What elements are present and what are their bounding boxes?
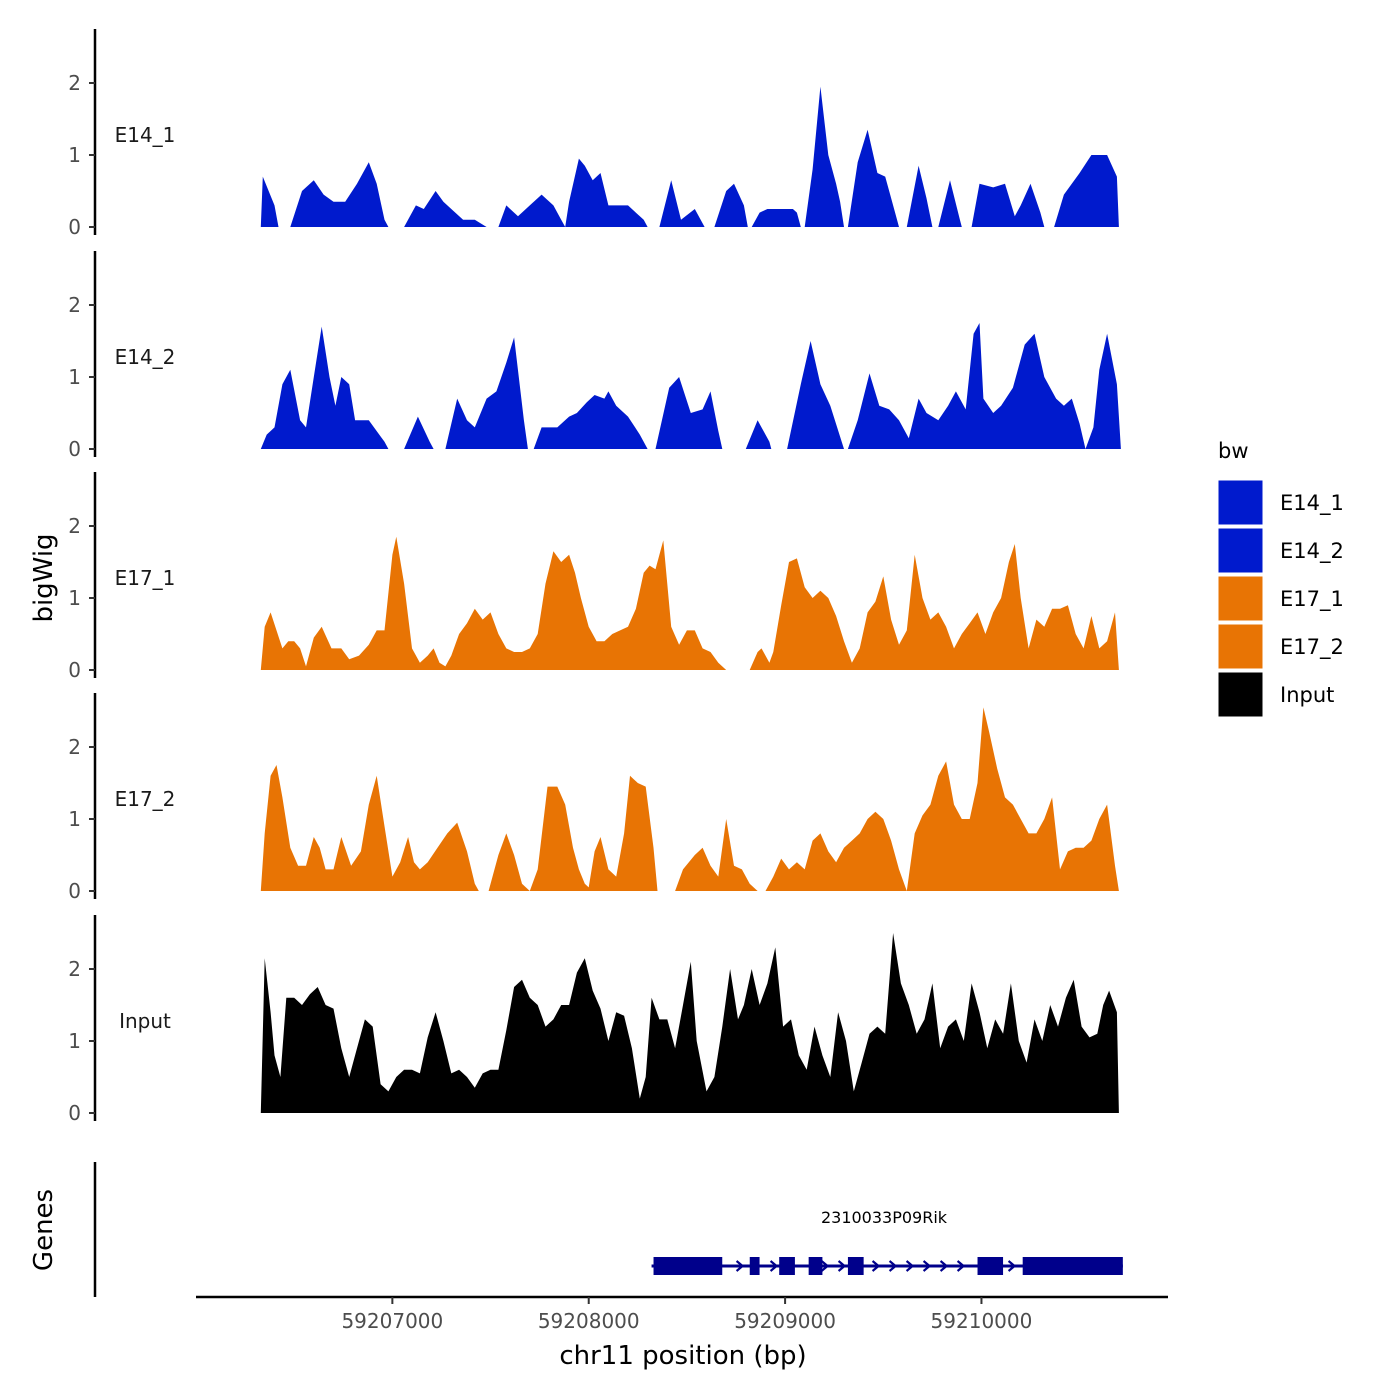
legend-swatch (1217, 527, 1264, 574)
track-e14-1: 0 1 2 E14_1 (68, 29, 1119, 239)
y-tick-label: 2 (68, 957, 81, 981)
strand-arrow (837, 1260, 847, 1272)
y-tick-label: 1 (68, 143, 81, 167)
legend-swatch (1217, 479, 1264, 526)
y-tick-label: 0 (68, 658, 81, 682)
area-e17-1 (260, 536, 1119, 670)
strand-arrow (939, 1260, 949, 1272)
y-tick-label: 0 (68, 215, 81, 239)
x-tick-label: 59207000 (341, 1309, 443, 1333)
y-tick-label: 2 (68, 514, 81, 538)
strand-arrow (820, 1260, 830, 1272)
y-tick-label: 0 (68, 437, 81, 461)
gene-exon (749, 1257, 760, 1275)
y-tick-label: 0 (68, 1101, 81, 1125)
gene-exon (653, 1257, 723, 1275)
strand-arrow (905, 1260, 915, 1272)
x-tick-label: 59210000 (931, 1309, 1033, 1333)
track-label: E17_1 (115, 566, 176, 590)
legend-label: E14_2 (1280, 539, 1344, 564)
track-label: E14_1 (115, 123, 176, 147)
gene-exon (847, 1257, 864, 1275)
legend-label: E14_1 (1280, 491, 1344, 516)
track-label: E17_2 (115, 787, 176, 811)
area-e17-2 (260, 707, 1119, 891)
gene-track: Genes 2310033P09Rik (29, 1162, 1123, 1297)
area-e14-2 (260, 323, 1121, 449)
y-axis-title: bigWig (29, 533, 59, 622)
gene-exon (977, 1257, 1004, 1275)
gene-exon (1022, 1257, 1123, 1275)
legend: bw E14_1 E14_2 E17_1 E17_2 Input (1217, 439, 1344, 718)
track-e14-2: 0 1 2 E14_2 (68, 251, 1121, 461)
legend-label: E17_2 (1280, 635, 1344, 660)
strand-arrow (888, 1260, 898, 1272)
y-tick-label: 1 (68, 365, 81, 389)
track-e17-2: 0 1 2 E17_2 (68, 693, 1119, 903)
strand-arrow (956, 1260, 966, 1272)
legend-swatch (1217, 623, 1264, 670)
gene-exon (779, 1257, 795, 1275)
track-label: Input (119, 1009, 171, 1033)
strand-arrow (769, 1260, 779, 1272)
x-tick-label: 59208000 (538, 1309, 640, 1333)
tracks: 0 1 2 E14_1 0 1 2 E14_2 0 1 2 E17_1 0 1 2 E17_2 0 1 2 Input (68, 29, 1121, 1125)
strand-arrow (1007, 1260, 1017, 1272)
area-input (260, 933, 1119, 1113)
strand-arrow (735, 1260, 745, 1272)
x-axis: 59207000 59208000 59209000 59210000 (196, 1295, 1168, 1333)
y-tick-label: 2 (68, 71, 81, 95)
track-label: E14_2 (115, 345, 176, 369)
y-tick-label: 2 (68, 735, 81, 759)
legend-label: E17_1 (1280, 587, 1344, 612)
legend-label: Input (1280, 683, 1334, 707)
legend-swatch (1217, 671, 1264, 718)
track-e17-1: 0 1 2 E17_1 (68, 472, 1119, 682)
y-tick-label: 0 (68, 879, 81, 903)
strand-arrow (922, 1260, 932, 1272)
strand-arrow (871, 1260, 881, 1272)
x-tick-label: 59209000 (734, 1309, 836, 1333)
gene-name: 2310033P09Rik (821, 1208, 948, 1227)
gene-track-title: Genes (29, 1189, 59, 1271)
legend-swatch (1217, 575, 1264, 622)
gene-exon (808, 1257, 823, 1275)
x-axis-title: chr11 position (bp) (559, 1341, 806, 1371)
area-e14-1 (260, 86, 1119, 227)
y-tick-label: 1 (68, 586, 81, 610)
y-tick-label: 1 (68, 1029, 81, 1053)
track-input: 0 1 2 Input (68, 915, 1119, 1125)
y-tick-label: 2 (68, 293, 81, 317)
legend-title: bw (1218, 439, 1249, 463)
y-tick-label: 1 (68, 807, 81, 831)
